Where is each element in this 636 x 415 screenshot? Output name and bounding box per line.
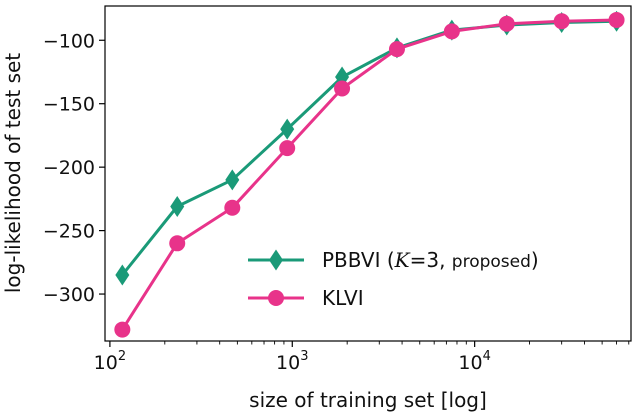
circle-marker <box>443 23 460 40</box>
y-tick-label: −150 <box>43 94 95 116</box>
diamond-marker <box>280 118 295 140</box>
y-tick-label: −200 <box>43 157 95 179</box>
series-line <box>121 18 617 331</box>
series-layer <box>114 10 625 338</box>
circle-marker <box>114 321 131 338</box>
circle-marker <box>498 15 515 32</box>
circle-marker <box>608 11 625 28</box>
y-axis: −100 −150 −200 −250 −300 <box>43 30 105 306</box>
x-tick-label: 104 <box>458 349 490 374</box>
series-line <box>121 19 617 276</box>
legend-entry: PBBVI (K=3, proposed) <box>322 248 539 272</box>
circle-marker <box>334 80 351 97</box>
legend: PBBVI (K=3, proposed) KLVI <box>248 248 539 310</box>
diamond-marker <box>115 264 130 286</box>
x-tick-label: 102 <box>94 349 126 374</box>
x-tick-label: 103 <box>276 349 308 374</box>
x-axis: 102 103 104 <box>94 341 630 374</box>
circle-marker <box>224 199 241 216</box>
circle-marker <box>553 13 570 30</box>
series-circle <box>114 11 625 338</box>
circle-marker <box>169 235 186 252</box>
legend-entry: KLVI <box>322 286 364 310</box>
diamond-marker <box>225 169 240 191</box>
y-tick-label: −300 <box>43 284 95 306</box>
y-tick-label: −250 <box>43 221 95 243</box>
y-axis-label: log-likelihood of test set <box>1 53 25 293</box>
x-axis-label: size of training set [log] <box>249 388 487 412</box>
plot-frame <box>104 5 632 342</box>
circle-marker <box>268 290 284 306</box>
circle-marker <box>388 41 405 58</box>
y-tick-label: −100 <box>43 30 95 52</box>
series-diamond <box>115 10 624 286</box>
diamond-marker <box>170 195 185 217</box>
diamond-marker <box>269 249 283 271</box>
circle-marker <box>279 140 296 157</box>
